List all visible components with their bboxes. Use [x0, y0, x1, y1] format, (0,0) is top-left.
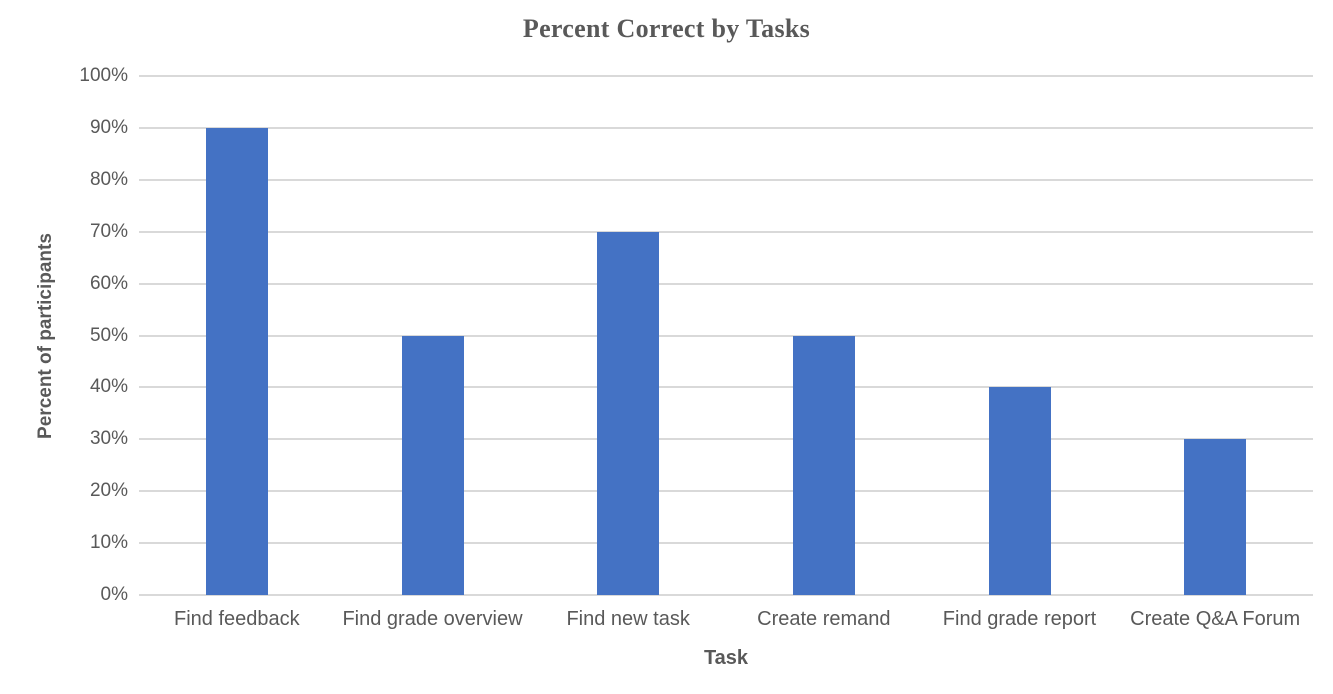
x-category-label: Find grade report — [942, 608, 1097, 630]
bar — [597, 231, 660, 595]
gridline — [139, 386, 1313, 389]
gridline — [139, 334, 1313, 337]
y-tick-label: 70% — [89, 220, 128, 242]
x-category-label: Find grade overview — [342, 608, 523, 630]
y-tick-label: 50% — [89, 324, 128, 346]
gridline — [139, 230, 1313, 233]
y-tick-label: 10% — [89, 532, 128, 554]
gridline — [139, 282, 1313, 285]
y-tick-label: 100% — [79, 65, 128, 86]
gridline — [139, 75, 1313, 77]
bar — [988, 387, 1051, 595]
x-category-label: Find feedback — [174, 608, 300, 630]
chart-title: Percent Correct by Tasks — [522, 14, 811, 43]
y-axis-ticks: 0% 10% 20% 30% 40% 50% 60% 70% 80% 90% 100% — [0, 65, 128, 605]
y-tick-label: 60% — [89, 272, 128, 294]
y-tick-label: 0% — [100, 584, 128, 605]
y-tick-label: 20% — [89, 480, 128, 502]
x-axis-title: Task — [703, 647, 749, 669]
x-category-label: Create remand — [757, 608, 891, 630]
bar — [1184, 439, 1247, 595]
bar — [792, 335, 855, 595]
gridline — [139, 490, 1313, 493]
gridline — [139, 178, 1313, 181]
y-tick-label: 90% — [89, 116, 128, 138]
x-category-label: Create Q&A Forum — [1130, 608, 1301, 630]
gridline — [139, 126, 1313, 129]
gridline — [139, 542, 1313, 545]
y-tick-label: 30% — [89, 428, 128, 450]
x-axis-labels: Find feedback Find grade overview Find new… — [139, 608, 1313, 636]
gridline — [139, 594, 1313, 596]
bar — [401, 335, 464, 595]
plot-area — [139, 75, 1313, 596]
x-category-label: Find new task — [566, 608, 690, 630]
y-tick-label: 80% — [89, 168, 128, 190]
y-tick-label: 40% — [89, 376, 128, 398]
gridline — [139, 438, 1313, 441]
bar — [205, 127, 268, 595]
